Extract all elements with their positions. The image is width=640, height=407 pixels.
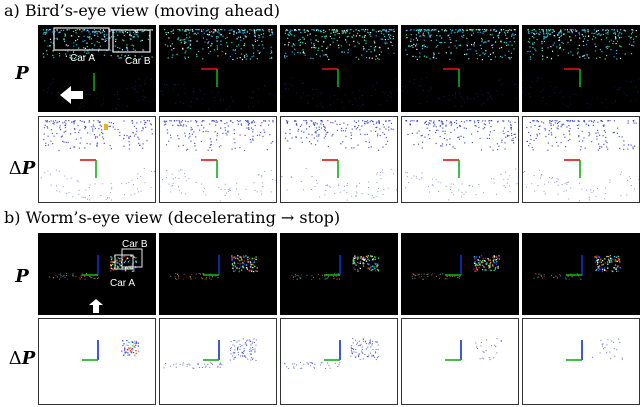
panel-a-dP-1 <box>38 116 156 203</box>
car-a-label-worm: Car A <box>110 278 135 289</box>
panel-b-P-2 <box>159 233 277 315</box>
panel-a-P-4 <box>401 25 519 112</box>
panel-b-dP-5 <box>522 318 640 405</box>
row-label-a-dP: ΔP <box>8 158 36 179</box>
panel-a-dP-2 <box>159 116 277 203</box>
panel-b-P-1: Car B Car A <box>38 233 156 315</box>
up-arrow-icon <box>89 299 103 313</box>
panel-a-P-3 <box>280 25 398 112</box>
panel-a-dP-3 <box>280 116 398 203</box>
row-label-a-P: P <box>15 63 29 84</box>
section-b-heading: b) Worm’s-eye view (decelerating → stop) <box>4 208 341 227</box>
panel-b-P-5 <box>522 233 640 315</box>
panel-b-dP-2 <box>159 318 277 405</box>
section-a-heading: a) Bird’s-eye view (moving ahead) <box>4 1 280 20</box>
left-arrow-icon <box>60 86 83 104</box>
car-a-label: Car A <box>70 53 95 64</box>
panel-b-P-3 <box>280 233 398 315</box>
car-b-box <box>112 29 151 53</box>
panel-b-dP-4 <box>401 318 519 405</box>
car-b-label: Car B <box>125 56 151 67</box>
panel-a-dP-4 <box>401 116 519 203</box>
panel-a-P-2 <box>159 25 277 112</box>
panel-b-dP-1 <box>38 318 156 405</box>
panel-b-P-4 <box>401 233 519 315</box>
row-label-b-dP: ΔP <box>8 348 36 369</box>
car-b-label-worm: Car B <box>122 239 148 250</box>
row-label-b-P: P <box>15 266 29 287</box>
panel-a-dP-5 <box>522 116 640 203</box>
panel-a-P-1: Car A Car B <box>38 25 156 112</box>
panel-b-dP-3 <box>280 318 398 405</box>
car-a-box <box>53 27 110 51</box>
panel-a-P-5 <box>522 25 640 112</box>
